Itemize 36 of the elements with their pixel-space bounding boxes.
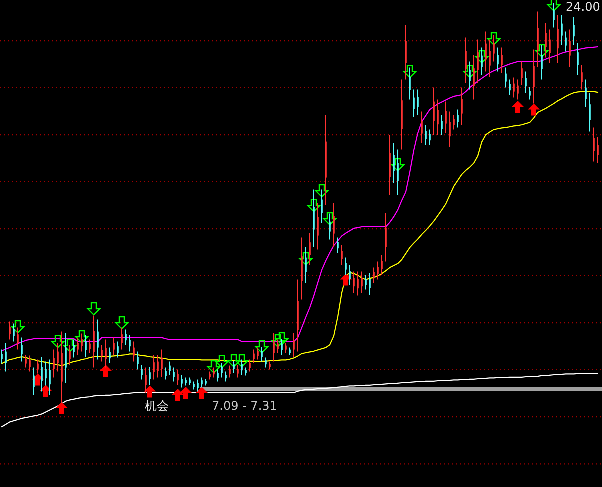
point [235,354,249,368]
point [255,340,269,354]
point [323,212,337,226]
point [271,334,285,348]
point [56,402,68,414]
point [299,252,313,266]
point [391,158,405,172]
point [63,339,77,352]
point [547,0,561,12]
point [144,386,156,398]
point [340,274,352,286]
point [463,65,477,78]
point [275,332,289,346]
point [307,199,321,212]
point [207,360,221,374]
point [512,101,524,113]
annotation: 24.00 [566,0,600,14]
point [535,44,549,58]
point [215,355,229,368]
point [51,335,65,348]
point [475,50,489,64]
point [115,316,129,330]
point [403,65,417,78]
point [528,104,540,116]
point [172,389,184,401]
point [315,184,329,198]
point [100,365,112,377]
point [180,387,192,399]
point [227,354,241,368]
annotation: 机会 [145,398,169,413]
point [87,302,101,316]
point [487,32,501,46]
point [75,330,89,344]
point [40,385,52,397]
point [196,387,208,399]
point [11,320,25,334]
